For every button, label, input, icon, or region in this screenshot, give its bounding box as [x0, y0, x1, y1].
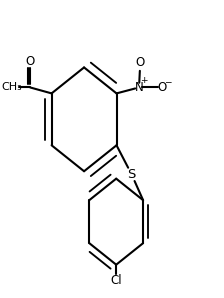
Text: O: O [136, 56, 145, 69]
Text: +: + [140, 76, 147, 86]
Text: N: N [135, 81, 143, 94]
Text: O: O [26, 55, 35, 68]
Text: Cl: Cl [110, 274, 122, 287]
Text: CH₃: CH₃ [1, 83, 22, 92]
Text: S: S [127, 168, 136, 181]
Text: −: − [164, 77, 172, 86]
Text: O: O [158, 81, 167, 94]
